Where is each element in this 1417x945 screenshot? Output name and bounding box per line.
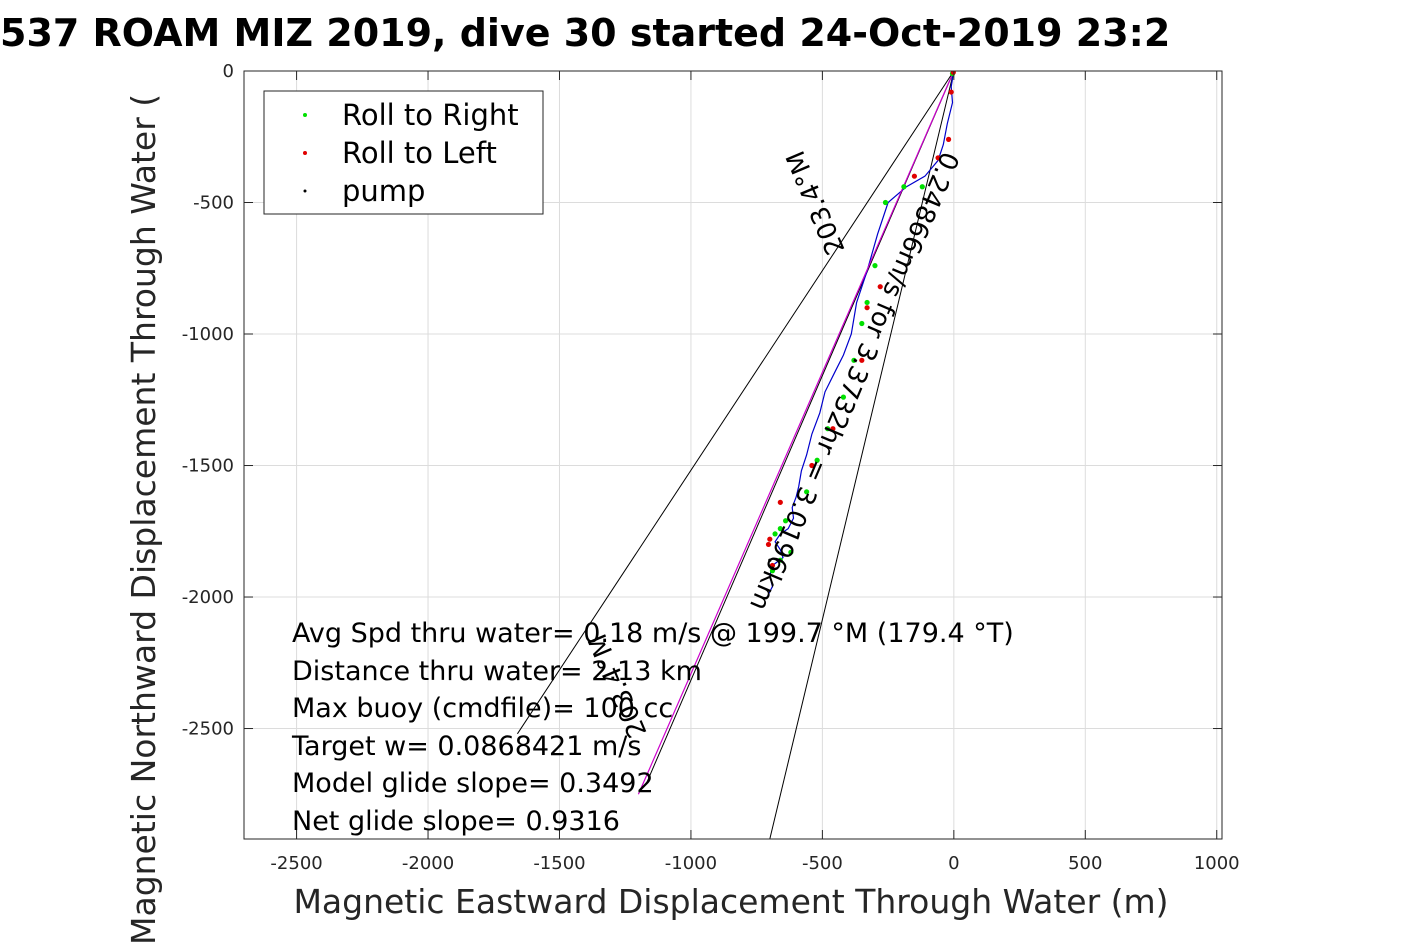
data-point <box>830 426 836 432</box>
data-point <box>872 263 878 269</box>
data-point <box>911 173 918 179</box>
tick-labels: -2500 -2000 -1500 -1000 -500 0 500 1000 0 -500 -10… <box>182 61 1240 874</box>
data-point <box>788 549 794 555</box>
annotation-model-glide: Model glide slope= 0.3492 <box>292 768 654 799</box>
series-line <box>637 71 955 795</box>
data-point <box>840 394 847 400</box>
x-tick-label: 1000 <box>1194 853 1240 874</box>
annotation-target-w: Target w= 0.0868421 m/s <box>291 731 641 762</box>
legend-label-pump: pump <box>342 174 425 208</box>
legend-label-roll-right: Roll to Right <box>342 98 519 132</box>
data-point <box>882 199 889 206</box>
y-tick-label: -1500 <box>182 456 234 477</box>
y-tick-label: -500 <box>193 193 234 214</box>
reference-line <box>769 71 955 839</box>
data-point <box>945 136 952 142</box>
chart-title: 537 ROAM MIZ 2019, dive 30 started 24-Oc… <box>0 11 1170 55</box>
data-point <box>777 557 783 563</box>
data-point <box>948 89 954 95</box>
legend-marker-roll-right <box>303 113 307 117</box>
stats-annotation: Avg Spd thru water= 0.18 m/s @ 199.7 °M … <box>291 618 1014 837</box>
x-tick-label: -500 <box>802 853 843 874</box>
y-axis-label: Magnetic Northward Displacement Through … <box>124 94 163 945</box>
data-point <box>814 457 820 463</box>
plot-frame <box>243 70 1223 840</box>
y-tick-label: -1000 <box>182 324 234 345</box>
x-tick-label: -2000 <box>402 853 454 874</box>
data-point <box>859 320 865 327</box>
reference-line <box>517 71 955 735</box>
data-point <box>782 518 789 524</box>
y-tick-label: -2000 <box>182 587 234 608</box>
data-point <box>950 71 956 75</box>
legend-box <box>263 90 544 215</box>
data-point <box>770 566 775 570</box>
data-point <box>859 357 865 363</box>
data-point <box>851 357 857 363</box>
legend-label-roll-left: Roll to Left <box>342 136 497 170</box>
series-line <box>766 71 955 598</box>
x-tick-label: 500 <box>1068 853 1102 874</box>
legend-marker-roll-left <box>303 151 307 155</box>
data-point <box>864 305 870 311</box>
data-point <box>777 526 783 532</box>
legend-marker-pump <box>303 189 307 193</box>
data-point <box>804 489 810 495</box>
data-point <box>877 284 883 290</box>
data-point <box>864 299 870 306</box>
data-point <box>769 562 776 569</box>
legend: Roll to Right Roll to Left pump <box>263 90 544 215</box>
tick-marks <box>244 70 1222 839</box>
data-point <box>767 536 773 542</box>
data-point <box>901 184 907 190</box>
annotation-avg-speed: Avg Spd thru water= 0.18 m/s @ 199.7 °M … <box>292 618 1014 649</box>
data-point <box>777 499 783 505</box>
annotation-max-buoy: Max buoy (cmdfile)= 100 cc <box>292 693 673 724</box>
x-tick-label: -1500 <box>533 853 585 874</box>
data-point <box>772 531 778 537</box>
data-point <box>935 155 941 161</box>
annotation-net-glide: Net glide slope= 0.9316 <box>292 806 620 837</box>
data-point <box>809 462 815 469</box>
data-point <box>765 541 772 548</box>
x-tick-label: -1000 <box>665 853 717 874</box>
data-point <box>769 568 776 574</box>
x-axis-label: Magnetic Eastward Displacement Through W… <box>293 882 1168 921</box>
data-point <box>825 426 831 432</box>
annotation-distance: Distance thru water= 2.13 km <box>292 656 702 687</box>
data-point <box>919 184 925 190</box>
x-tick-label: 0 <box>948 853 959 874</box>
y-tick-label: 0 <box>223 61 234 82</box>
data-point <box>768 558 772 562</box>
y-tick-label: -2500 <box>182 719 234 740</box>
x-tick-label: -2500 <box>270 853 322 874</box>
